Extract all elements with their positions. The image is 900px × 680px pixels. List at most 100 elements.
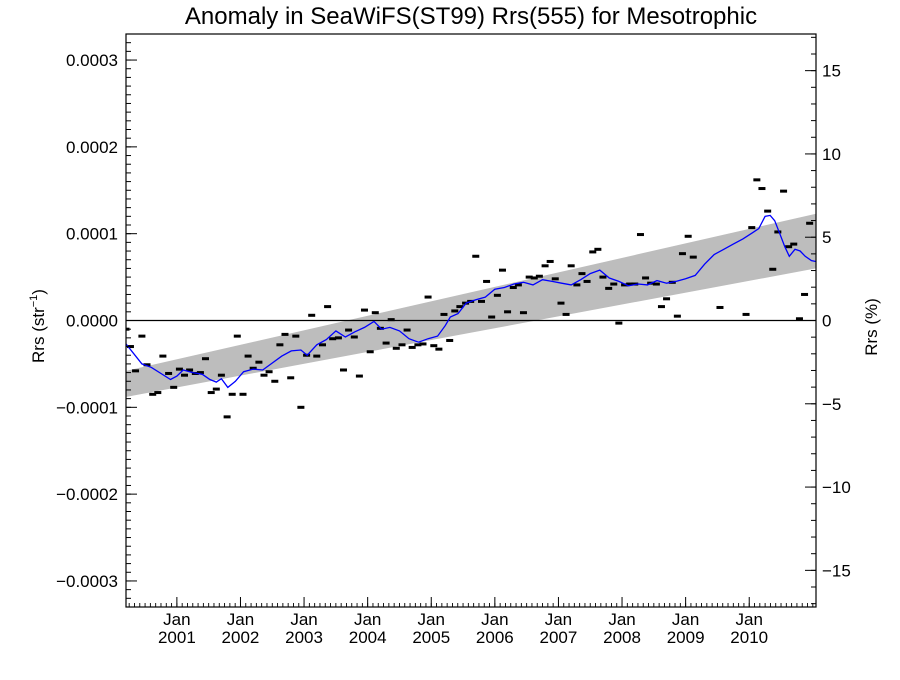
x-tick-label-year: 2010 [730, 628, 768, 647]
data-point [748, 226, 756, 230]
x-tick-label-month: Jan [672, 610, 699, 629]
data-point [398, 343, 406, 347]
data-point [764, 209, 772, 213]
data-point [350, 335, 358, 339]
data-point [605, 286, 613, 290]
data-point [175, 367, 183, 371]
data-point [308, 313, 316, 317]
data-point [456, 305, 464, 309]
data-point [233, 334, 241, 338]
data-point [557, 301, 565, 305]
data-point [159, 354, 167, 358]
y-tick-label: −0.0003 [56, 572, 118, 591]
data-point [801, 292, 809, 296]
data-point [149, 392, 157, 396]
data-point [673, 314, 681, 318]
data-point [196, 371, 204, 375]
data-point [201, 357, 209, 361]
y-right-tick-label: −15 [822, 561, 851, 580]
data-point [551, 277, 559, 281]
data-point [276, 343, 284, 347]
data-point [546, 259, 554, 263]
data-point [806, 221, 814, 225]
data-point [271, 379, 279, 383]
data-point [355, 374, 363, 378]
plot-area [126, 178, 816, 419]
data-point [535, 274, 543, 278]
data-point [430, 344, 438, 348]
data-point [573, 283, 581, 287]
data-point [212, 387, 220, 391]
y-right-tick-label: 0 [822, 312, 831, 331]
x-tick-label-year: 2009 [667, 628, 705, 647]
data-point [319, 343, 327, 347]
data-point [477, 299, 485, 303]
data-point [329, 337, 337, 341]
data-point [451, 309, 459, 313]
x-tick-label-month: Jan [481, 610, 508, 629]
data-point [626, 282, 634, 286]
data-point [716, 305, 724, 309]
data-point [281, 332, 289, 336]
data-point [583, 279, 591, 283]
series-line [126, 214, 816, 389]
data-point [313, 354, 321, 358]
x-tick-label-year: 2001 [158, 628, 196, 647]
data-point [504, 310, 512, 314]
data-point [138, 334, 146, 338]
y-axis-label-right: Rrs (%) [862, 298, 881, 356]
data-point [689, 255, 697, 259]
y-right-tick-label: −10 [822, 478, 851, 497]
x-tick-label-month: Jan [163, 610, 190, 629]
y-axis-label-left: Rrs (str−1) [28, 289, 48, 363]
x-tick-label-year: 2004 [349, 628, 387, 647]
data-point [742, 312, 750, 316]
data-point [578, 272, 586, 276]
y-tick-label: −0.0001 [56, 398, 118, 417]
data-point [483, 279, 491, 283]
data-point [424, 295, 432, 299]
data-point [239, 392, 247, 396]
x-tick-label-year: 2005 [412, 628, 450, 647]
data-point [408, 345, 416, 349]
data-point [265, 370, 273, 374]
data-point [498, 268, 506, 272]
data-point [753, 178, 761, 182]
data-point [684, 234, 692, 238]
data-point [493, 293, 501, 297]
y-right-tick-label: −5 [822, 395, 841, 414]
y-tick-label: 0.0003 [66, 51, 118, 70]
data-point [785, 245, 793, 249]
data-point [154, 391, 162, 395]
data-point [228, 392, 236, 396]
x-tick-label-year: 2007 [540, 628, 578, 647]
data-point [382, 341, 390, 345]
data-point [297, 405, 305, 409]
data-point [599, 275, 607, 279]
data-point [345, 328, 353, 332]
data-point [636, 233, 644, 237]
data-point [610, 282, 618, 286]
data-point [419, 342, 427, 346]
data-point [181, 373, 189, 377]
y-tick-label: 0.0001 [66, 225, 118, 244]
data-point [207, 391, 215, 395]
axes: 0.0003 0.0002 0.0001 0.0000 −0.0001 −0.0002 −0… [56, 33, 851, 647]
y-right-tick-label: 5 [822, 228, 831, 247]
data-point [530, 276, 538, 280]
y-right-tick-label: 10 [822, 145, 841, 164]
data-point [143, 363, 151, 367]
data-point [223, 415, 231, 419]
data-point [678, 252, 686, 256]
data-point [567, 264, 575, 268]
data-point [217, 373, 225, 377]
x-tick-label-year: 2002 [222, 628, 260, 647]
x-tick-label-year: 2006 [476, 628, 514, 647]
data-point [392, 346, 400, 350]
data-point [414, 343, 422, 347]
data-point [541, 264, 549, 268]
data-point [260, 373, 268, 377]
y-right-tick-label: 15 [822, 62, 841, 81]
